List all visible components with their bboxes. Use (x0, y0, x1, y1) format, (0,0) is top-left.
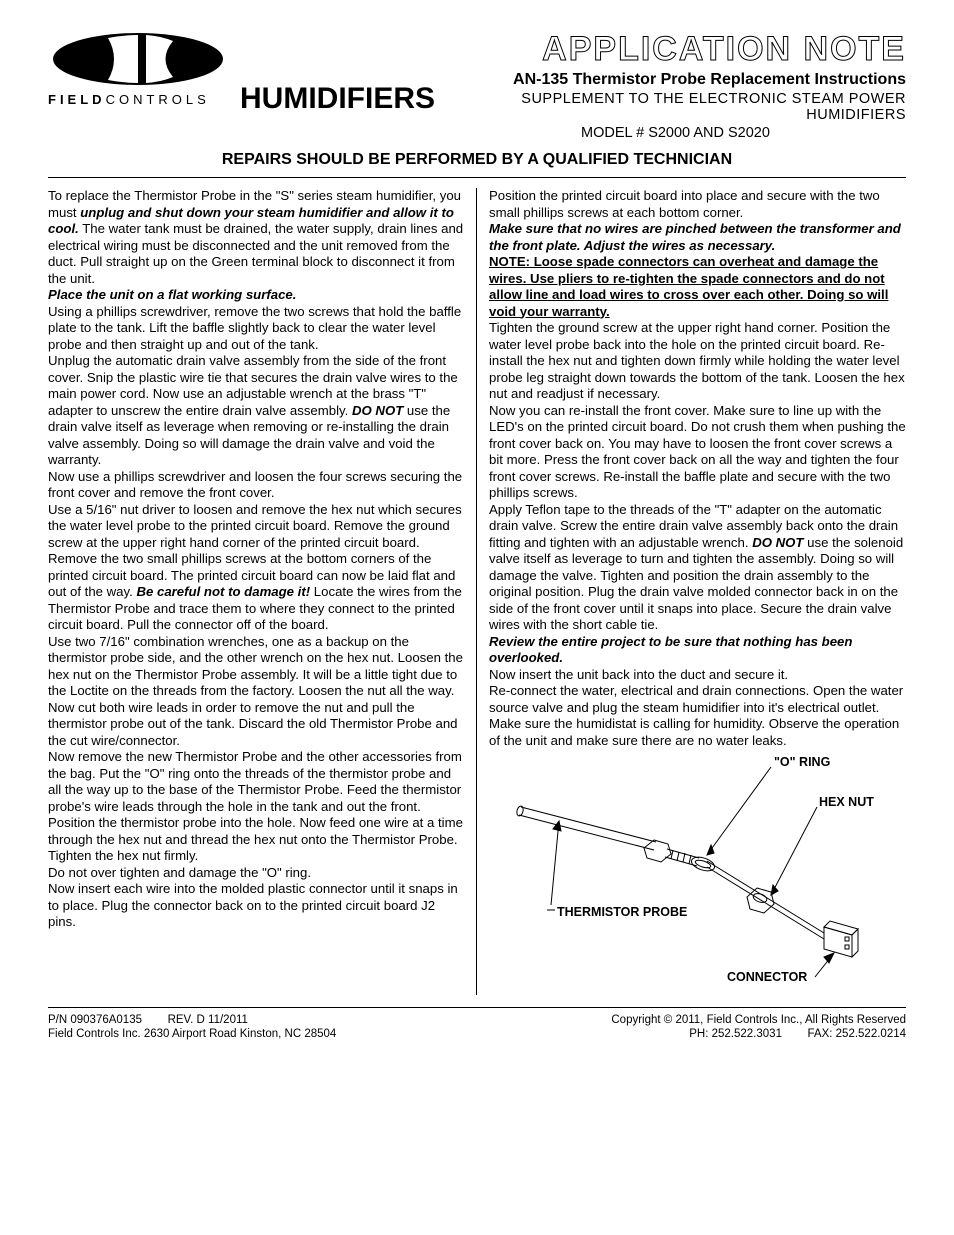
p6-careful: Be careful not to damage it! (136, 584, 310, 599)
diagram-label-hexnut: HEX NUT (819, 795, 874, 811)
right-p5: Now you can re-install the front cover. … (489, 403, 906, 502)
body-columns: To replace the Thermistor Probe in the "… (48, 188, 906, 995)
right-p4: Tighten the ground screw at the upper ri… (489, 320, 906, 403)
left-p2-flat-surface: Place the unit on a flat working surface… (48, 287, 464, 304)
right-p1: Position the printed circuit board into … (489, 188, 906, 221)
rev-text: REV. D 11/2011 (168, 1014, 248, 1026)
model-line: MODEL # S2000 AND S2020 (445, 125, 906, 141)
diagram-label-probe: THERMISTOR PROBE (557, 905, 687, 921)
p1-text-c: The water tank must be drained, the wate… (48, 221, 463, 286)
footer-pn: P/N 090376A0135 REV. D 11/2011 (48, 1014, 248, 1026)
probe-diagram-svg (489, 755, 909, 995)
document-footer: P/N 090376A0135 REV. D 11/2011 Copyright… (48, 1007, 906, 1042)
right-p2-pinched: Make sure that no wires are pinched betw… (489, 221, 906, 254)
brand-logo: FIELDCONTROLS (48, 30, 228, 107)
pn-text: P/N 090376A0135 (48, 1014, 142, 1026)
footer-copyright: Copyright © 2011, Field Controls Inc., A… (611, 1014, 906, 1026)
right-p6: Apply Teflon tape to the threads of the … (489, 502, 906, 634)
an-number-title: AN-135 Thermistor Probe Replacement Inst… (445, 71, 906, 89)
column-left: To replace the Thermistor Probe in the "… (48, 188, 477, 995)
left-p3: Using a phillips screwdriver, remove the… (48, 304, 464, 354)
logo-brand-text: FIELDCONTROLS (48, 92, 228, 107)
probe-diagram: "O" RING HEX NUT THERMISTOR PROBE CONNEC… (489, 755, 906, 995)
ph-text: PH: 252.522.3031 (689, 1028, 782, 1040)
left-p8: Now remove the new Thermistor Probe and … (48, 749, 464, 865)
right-p7-review: Review the entire project to be sure tha… (489, 634, 906, 667)
left-p4: Unplug the automatic drain valve assembl… (48, 353, 464, 469)
right-p3-note: NOTE: Loose spade connectors can overhea… (489, 254, 906, 320)
left-p7: Use two 7/16" combination wrenches, one … (48, 634, 464, 750)
diagram-label-oring: "O" RING (774, 755, 830, 771)
header-right-block: APPLICATION NOTE AN-135 Thermistor Probe… (445, 30, 906, 141)
right-p9: Re-connect the water, electrical and dra… (489, 683, 906, 749)
p4-donot: DO NOT (352, 403, 403, 418)
left-p9: Do not over tighten and damage the "O" r… (48, 865, 464, 882)
right-p8: Now insert the unit back into the duct a… (489, 667, 906, 684)
main-warning-heading: REPAIRS SHOULD BE PERFORMED BY A QUALIFI… (48, 151, 906, 169)
logo-text-light: CONTROLS (106, 92, 210, 107)
left-p10: Now insert each wire into the molded pla… (48, 881, 464, 931)
rp6-donot: DO NOT (752, 535, 803, 550)
footer-address: Field Controls Inc. 2630 Airport Road Ki… (48, 1028, 336, 1040)
header-rule (48, 177, 906, 178)
left-p6: Use a 5/16" nut driver to loosen and rem… (48, 502, 464, 634)
supplement-line: SUPPLEMENT TO THE ELECTRONIC STEAM POWER… (445, 91, 906, 123)
column-right: Position the printed circuit board into … (477, 188, 906, 995)
left-p5: Now use a phillips screwdriver and loose… (48, 469, 464, 502)
fax-text: FAX: 252.522.0214 (808, 1028, 906, 1040)
outline-title: APPLICATION NOTE (445, 30, 906, 69)
logo-oval-icon (48, 30, 228, 88)
logo-text-bold: FIELD (48, 92, 106, 107)
document-header: FIELDCONTROLS HUMIDIFIERS APPLICATION NO… (48, 30, 906, 141)
footer-contact: PH: 252.522.3031 FAX: 252.522.0214 (689, 1028, 906, 1040)
diagram-label-connector: CONNECTOR (727, 970, 807, 986)
category-title: HUMIDIFIERS (240, 82, 435, 116)
left-p1: To replace the Thermistor Probe in the "… (48, 188, 464, 287)
